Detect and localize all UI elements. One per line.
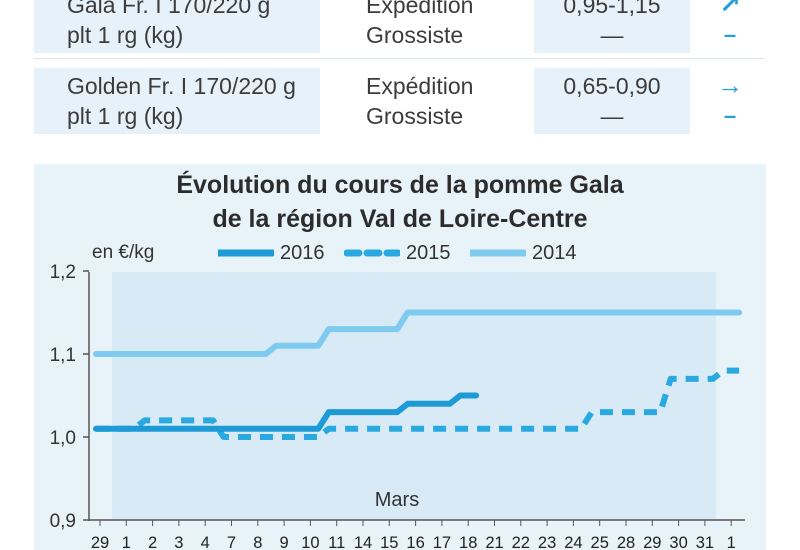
series-line-2015 xyxy=(96,367,740,440)
legend-swatch-2014 xyxy=(470,249,526,257)
x-tick-label: 1 xyxy=(122,534,131,550)
series-line-2016 xyxy=(93,392,480,432)
stage-wholesale: Grossiste xyxy=(366,22,464,48)
chart-title: Évolution du cours de la pomme Gala xyxy=(176,171,624,199)
table-row: Gala Fr. I 170/220 g plt 1 rg (kg) Expéd… xyxy=(34,0,764,53)
x-tick-label: 29 xyxy=(91,534,109,550)
x-tick-label: 10 xyxy=(301,534,319,550)
x-tick-label: 14 xyxy=(354,534,372,550)
product-cell: Gala Fr. I 170/220 g plt 1 rg (kg) xyxy=(34,0,320,53)
x-tick-label: 8 xyxy=(253,534,262,550)
x-tick-label: 22 xyxy=(512,534,530,550)
x-tick-label: 21 xyxy=(485,534,503,550)
x-tick-label: 18 xyxy=(459,534,477,550)
legend-label: 2016 xyxy=(280,242,325,264)
product-name: Golden Fr. I 170/220 g xyxy=(67,73,296,99)
stage-cell: Expédition Grossiste xyxy=(330,0,558,53)
y-axis-unit: en €/kg xyxy=(92,242,155,263)
price-shipping: 0,95-1,15 xyxy=(563,0,661,18)
trend-none-icon: – xyxy=(723,103,737,128)
product-cell: Golden Fr. I 170/220 g plt 1 rg (kg) xyxy=(34,68,320,134)
y-tick-label: 1,2 xyxy=(50,262,76,283)
series-line-2014 xyxy=(93,309,743,357)
stage-cell: Expédition Grossiste xyxy=(330,68,558,134)
trend-cell: → – xyxy=(696,68,764,134)
month-annotation: Mars xyxy=(375,489,419,511)
trend-none-icon: – xyxy=(723,22,737,47)
y-tick-label: 0,9 xyxy=(50,511,76,532)
price-cell: 0,65-0,90 — xyxy=(534,68,690,134)
x-tick-label: 15 xyxy=(380,534,398,550)
x-tick-label: 17 xyxy=(433,534,451,550)
price-wholesale: — xyxy=(600,22,624,48)
product-packaging: plt 1 rg (kg) xyxy=(67,22,184,48)
x-tick-label: 7 xyxy=(227,534,236,550)
row-divider xyxy=(34,58,764,59)
x-tick-label: 23 xyxy=(538,534,556,550)
chart-subtitle: de la région Val de Loire-Centre xyxy=(212,205,588,233)
trend-cell: ↗ – xyxy=(696,0,764,53)
x-tick-label: 30 xyxy=(669,534,687,550)
legend-label: 2014 xyxy=(532,242,577,264)
legend-label: 2015 xyxy=(406,242,451,264)
y-tick-label: 1,0 xyxy=(50,428,76,449)
x-tick-label: 28 xyxy=(617,534,635,550)
x-tick-label: 1 xyxy=(727,534,736,550)
x-tick-label: 11 xyxy=(328,534,345,550)
x-tick-label: 2 xyxy=(148,534,157,550)
stage-shipping: Expédition xyxy=(366,73,474,99)
x-tick-label: 3 xyxy=(174,534,183,550)
y-tick-label: 1,1 xyxy=(50,345,76,366)
x-tick-label: 16 xyxy=(406,534,424,550)
trend-stable-icon: → xyxy=(717,70,743,100)
stage-wholesale: Grossiste xyxy=(366,103,464,129)
x-tick-label: 4 xyxy=(201,534,210,550)
table-row: Golden Fr. I 170/220 g plt 1 rg (kg) Exp… xyxy=(34,68,764,134)
stage-shipping: Expédition xyxy=(366,0,474,18)
x-tick-label: 29 xyxy=(643,534,661,550)
price-shipping: 0,65-0,90 xyxy=(563,73,661,99)
x-tick-label: 31 xyxy=(696,534,714,550)
legend-swatch-2015 xyxy=(344,249,400,257)
x-tick-label: 9 xyxy=(280,534,289,550)
price-wholesale: — xyxy=(600,103,624,129)
trend-up-icon: ↗ xyxy=(719,0,741,19)
price-cell: 0,95-1,15 — xyxy=(534,0,690,53)
product-packaging: plt 1 rg (kg) xyxy=(67,103,184,129)
product-name: Gala Fr. I 170/220 g xyxy=(67,0,271,18)
x-tick-label: 25 xyxy=(591,534,609,550)
x-tick-label: 24 xyxy=(564,534,582,550)
price-table: Gala Fr. I 170/220 g plt 1 rg (kg) Expéd… xyxy=(34,0,764,136)
legend-swatch-2016 xyxy=(218,249,274,257)
plot-area xyxy=(112,272,716,520)
